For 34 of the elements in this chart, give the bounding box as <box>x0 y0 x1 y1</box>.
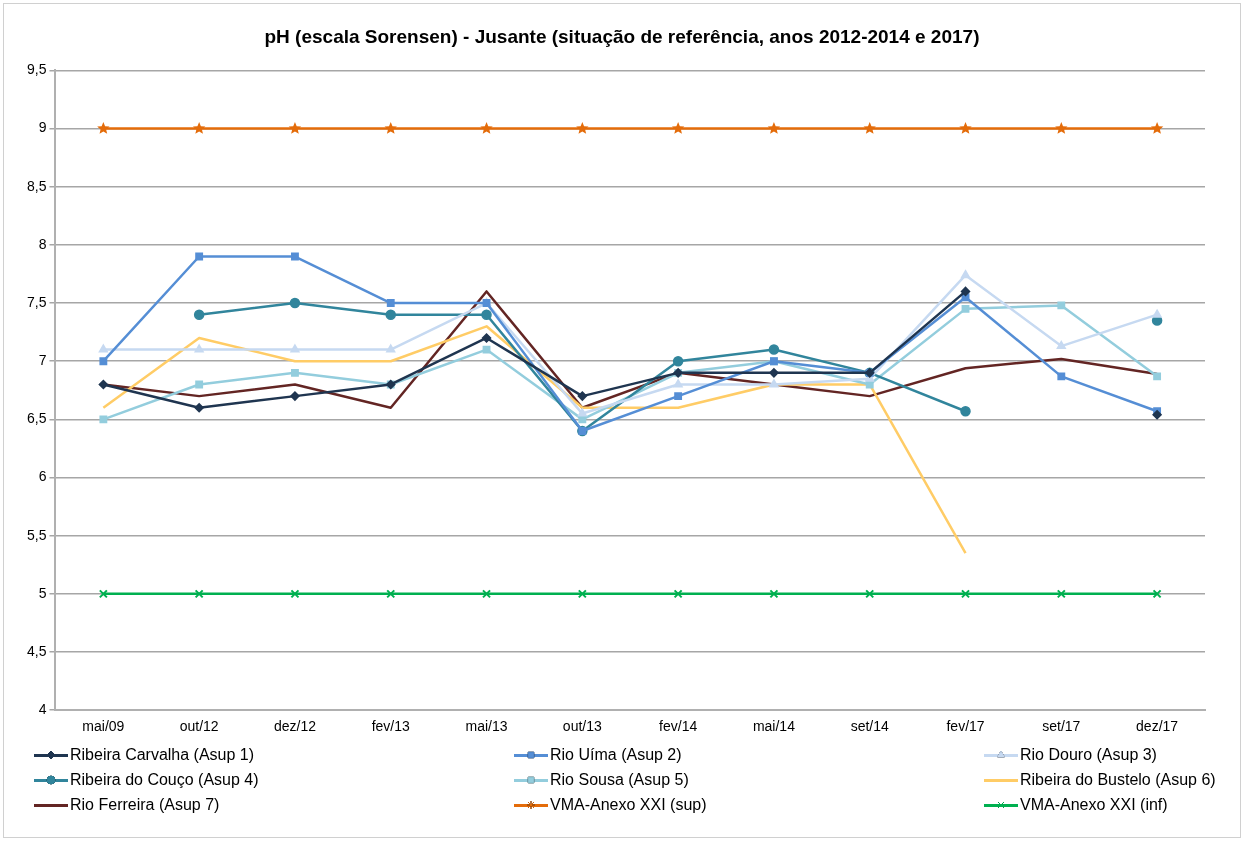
y-tick-label: 8 <box>38 235 47 252</box>
legend-label: Ribeira do Couço (Asup 4) <box>70 771 259 789</box>
y-tick-label: 5 <box>38 584 47 601</box>
x-tick-label: mai/13 <box>465 718 508 735</box>
y-tick-label: 7 <box>38 352 47 369</box>
y-tick-label: 6,5 <box>26 410 47 427</box>
legend-label: Rio Ferreira (Asup 7) <box>70 796 220 814</box>
x-tick-label: dez/17 <box>1136 718 1179 735</box>
y-tick-label: 6 <box>38 468 47 485</box>
legend-label: Ribeira Carvalha (Asup 1) <box>70 746 255 764</box>
x-tick-label: fev/17 <box>946 718 985 735</box>
legend-label: VMA-Anexo XXI (sup) <box>550 796 707 814</box>
y-tick-label: 9,5 <box>26 61 47 78</box>
x-tick-label: mai/14 <box>752 718 796 735</box>
y-tick-label: 5,5 <box>26 526 47 543</box>
chart-title: pH (escala Sorensen) - Jusante (situação de referência, anos 2012-2014 e 2017) <box>263 26 981 48</box>
y-tick-label: 7,5 <box>26 293 47 310</box>
y-tick-label: 9 <box>38 119 47 136</box>
legend-label: Rio Sousa (Asup 5) <box>550 771 689 789</box>
legend-label: Rio Douro (Asup 3) <box>1020 746 1157 764</box>
legend-label: VMA-Anexo XXI (inf) <box>1020 796 1168 814</box>
x-tick-label: set/14 <box>850 718 889 735</box>
x-tick-label: dez/12 <box>273 718 317 735</box>
legend-label: Ribeira do Bustelo (Asup 6) <box>1020 771 1216 789</box>
x-tick-label: mai/09 <box>82 718 125 735</box>
x-tick-label: fev/13 <box>371 718 411 735</box>
x-tick-label: set/17 <box>1042 718 1081 735</box>
x-tick-label: out/12 <box>179 718 219 735</box>
y-tick-label: 4 <box>38 701 47 718</box>
y-tick-label: 4,5 <box>26 642 47 659</box>
legend-label: Rio Uíma (Asup 2) <box>550 746 682 764</box>
y-tick-label: 8,5 <box>26 177 47 194</box>
x-tick-label: fev/14 <box>659 718 698 735</box>
x-tick-label: out/13 <box>562 718 602 735</box>
